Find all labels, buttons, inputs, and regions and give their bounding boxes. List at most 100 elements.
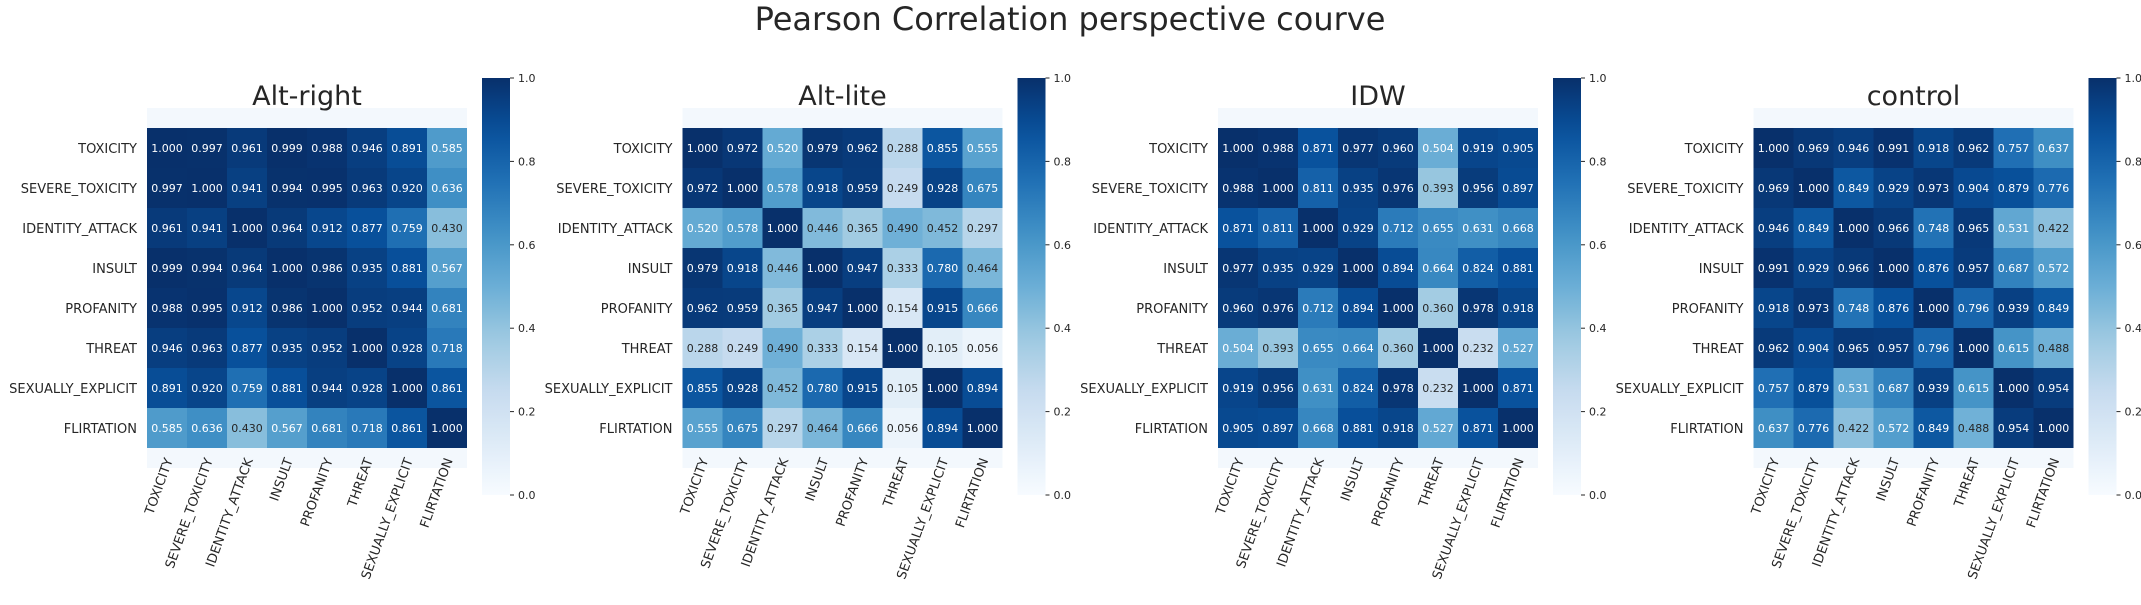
cell-value-label: 0.962 — [1758, 342, 1790, 355]
heatmap-cell — [1338, 408, 1378, 448]
heatmap-cell — [1298, 248, 1338, 288]
heatmap-cell — [1458, 408, 1498, 448]
cell-value-label: 0.939 — [1918, 382, 1950, 395]
cell-value-label: 0.154 — [847, 342, 879, 355]
heatmap-cell — [762, 208, 803, 248]
heatmap-cell — [2033, 208, 2074, 248]
cell-value-label: 0.995 — [311, 182, 343, 195]
heatmap-cell — [1753, 168, 1794, 208]
heatmap-cell — [962, 328, 1003, 368]
cell-value-label: 0.452 — [767, 382, 799, 395]
heatmap-cell — [762, 328, 803, 368]
y-tick-label: THREAT — [1156, 342, 1208, 357]
heatmap-cell — [842, 288, 883, 328]
heatmap-cell — [1338, 128, 1378, 168]
cell-value-label: 0.944 — [311, 382, 343, 395]
cell-value-label: 0.997 — [151, 182, 183, 195]
cell-value-label: 0.297 — [967, 222, 999, 235]
heatmap-cell — [1378, 288, 1418, 328]
cell-value-label: 0.681 — [311, 422, 343, 435]
heatmap-cell — [187, 248, 227, 288]
cell-value-label: 0.759 — [231, 382, 263, 395]
cell-value-label: 1.000 — [1918, 302, 1950, 315]
heatmap-cell — [1418, 408, 1458, 448]
cell-value-label: 0.891 — [391, 142, 423, 155]
cell-value-label: 0.849 — [1918, 422, 1950, 435]
heatmap-cell — [722, 288, 763, 328]
heatmap-cell — [267, 128, 307, 168]
cell-value-label: 0.360 — [1382, 342, 1414, 355]
cell-value-label: 0.988 — [1262, 142, 1294, 155]
heatmap-cell — [427, 248, 467, 288]
heatmap-cell — [1458, 208, 1498, 248]
heatmap-cell — [227, 368, 267, 408]
heatmap-cell — [1338, 168, 1378, 208]
heatmap-cell — [1258, 248, 1298, 288]
cell-value-label: 0.969 — [1758, 182, 1790, 195]
cell-value-label: 0.675 — [967, 182, 999, 195]
panel-title: Alt-lite — [798, 81, 887, 112]
heatmap-cell — [147, 168, 187, 208]
heatmap-cell — [147, 328, 187, 368]
cell-value-label: 0.966 — [1878, 222, 1910, 235]
heatmap-cell — [227, 328, 267, 368]
cell-value-label: 1.000 — [191, 182, 223, 195]
heatmap-cell — [1873, 248, 1914, 288]
y-tick-label: FLIRTATION — [64, 422, 137, 437]
cell-value-label: 0.904 — [1958, 182, 1990, 195]
cell-value-label: 0.232 — [1422, 382, 1454, 395]
cell-value-label: 1.000 — [807, 262, 839, 275]
heatmap-cell — [842, 328, 883, 368]
y-tick-label: IDENTITY_ATTACK — [22, 222, 137, 237]
cell-value-label: 0.555 — [687, 422, 719, 435]
heatmap-cell — [1833, 208, 1874, 248]
heatmap-cell — [1458, 248, 1498, 288]
cell-value-label: 0.527 — [1502, 342, 1534, 355]
heatmap-cell — [722, 208, 763, 248]
cell-value-label: 0.918 — [1382, 422, 1414, 435]
cell-value-label: 0.973 — [1798, 302, 1830, 315]
heatmap-cell — [187, 128, 227, 168]
cell-value-label: 0.954 — [2038, 382, 2070, 395]
colorbar-tick-label: 0.8 — [1589, 155, 1607, 168]
cell-value-label: 0.894 — [1382, 262, 1414, 275]
cell-value-label: 0.897 — [1502, 182, 1534, 195]
heatmap-cell — [1913, 128, 1954, 168]
heatmap-cell — [1298, 168, 1338, 208]
colorbar-tick-label: 0.2 — [518, 406, 536, 419]
heatmap-cell — [307, 408, 347, 448]
colorbar-tick-label: 1.0 — [518, 72, 536, 85]
heatmap-cell — [1258, 208, 1298, 248]
cell-value-label: 0.965 — [1958, 222, 1990, 235]
heatmap-cell — [802, 248, 843, 288]
cell-value-label: 0.687 — [1878, 382, 1910, 395]
cell-value-label: 0.780 — [807, 382, 839, 395]
cell-value-label: 1.000 — [1958, 342, 1990, 355]
colorbar-tick-label: 0.4 — [2125, 322, 2141, 335]
heatmap-panels: Alt-right 1.000 0.997 0.961 0.999 0.988 0.946 0… — [9, 72, 2141, 582]
cell-value-label: 0.986 — [271, 302, 303, 315]
heatmap-cell — [427, 328, 467, 368]
heatmap-cell — [802, 288, 843, 328]
cell-value-label: 0.824 — [1342, 382, 1374, 395]
heatmap-cell — [1873, 288, 1914, 328]
cell-value-label: 0.520 — [687, 222, 719, 235]
heatmap-cell — [1913, 208, 1954, 248]
cell-value-label: 0.876 — [1878, 302, 1910, 315]
heatmap-cell — [1218, 368, 1258, 408]
cell-value-label: 0.776 — [1798, 422, 1830, 435]
heatmap-cell — [1953, 248, 1994, 288]
heatmap-cell — [187, 208, 227, 248]
cell-value-label: 0.249 — [887, 182, 919, 195]
colorbar — [1553, 78, 1581, 495]
cell-value-label: 1.000 — [1998, 382, 2030, 395]
cell-value-label: 0.928 — [727, 382, 759, 395]
cell-value-label: 0.995 — [191, 302, 223, 315]
cell-value-label: 0.871 — [1502, 382, 1534, 395]
heatmap-cell — [1498, 128, 1538, 168]
heatmap-cell — [387, 328, 427, 368]
heatmap-cell — [1378, 208, 1418, 248]
heatmap-cell — [1498, 248, 1538, 288]
heatmap-cell — [802, 208, 843, 248]
